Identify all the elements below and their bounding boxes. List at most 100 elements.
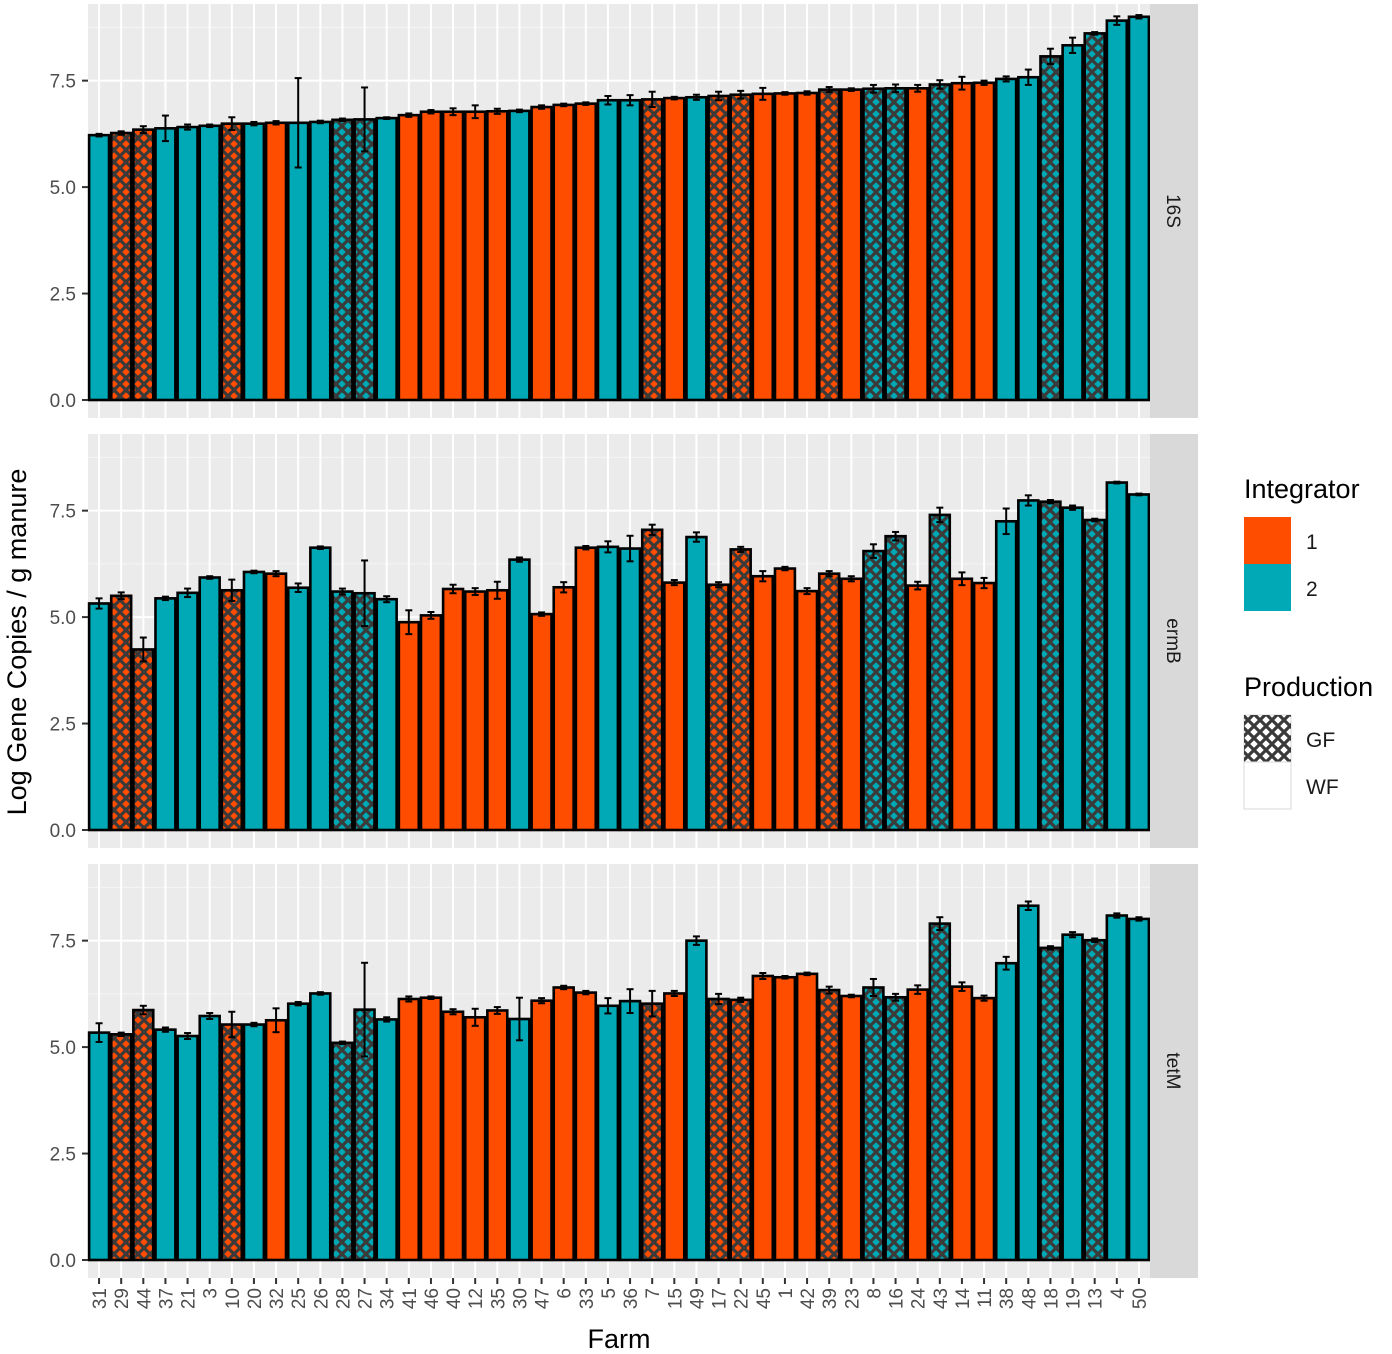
bar-16S-farm-32: [264, 120, 288, 402]
panel-tetM: 0.0 2.5 5.0 7.5 tetM: [50, 864, 1198, 1278]
y-axis-title: Log Gene Copies / g manure: [2, 469, 32, 816]
bar-16S-farm-41: [397, 112, 421, 402]
y-tick-label: 2.5: [50, 1145, 76, 1166]
error-bar: [914, 580, 922, 591]
bar-fill: [1128, 16, 1149, 400]
bar-gf-pattern: [819, 89, 840, 400]
bar-fill: [177, 127, 198, 400]
x-tick-label: 16: [887, 1288, 908, 1309]
bar-gf-pattern: [332, 119, 353, 401]
error-bar: [1135, 14, 1143, 20]
bar-fill: [398, 998, 419, 1260]
bar-ermB-farm-43: [928, 506, 952, 832]
x-axis-ticks: 31 29 44 37 21 3 10 20 32 25 26 28 27 34 41 46 40 12 35 30 4…: [90, 1278, 1151, 1309]
error-bar: [759, 972, 767, 980]
error-bar: [272, 1007, 280, 1034]
x-tick-label: 13: [1086, 1288, 1107, 1309]
error-bar: [161, 114, 169, 143]
bar-gf-pattern: [1040, 947, 1061, 1260]
error-bar: [626, 94, 634, 107]
bar-fill: [620, 1001, 641, 1260]
error-bar: [1069, 36, 1077, 54]
facet-strip: [1150, 4, 1198, 418]
bar-tetM-farm-1: [773, 974, 797, 1262]
panel-ermB: 0.0 2.5 5.0 7.5 ermB: [50, 434, 1198, 848]
bar-ermB-farm-7: [640, 523, 664, 832]
bar-fill: [1106, 20, 1127, 401]
bar-fill: [266, 122, 287, 401]
bar-16S-farm-14: [950, 75, 974, 402]
bar-ermB-farm-26: [309, 545, 332, 832]
bar-gf-pattern: [885, 88, 906, 400]
bar-tetM-farm-41: [397, 995, 421, 1262]
x-tick-label: 23: [842, 1288, 863, 1309]
bar-16S-farm-40: [441, 107, 465, 402]
bar-tetM-farm-44: [132, 1004, 155, 1262]
bar-ermB-farm-4: [1105, 480, 1129, 832]
bar-gf-pattern: [1084, 33, 1105, 400]
bar-fill: [664, 582, 685, 830]
bar-fill: [288, 122, 309, 401]
bar-ermB-farm-10: [220, 578, 244, 832]
error-bar: [692, 531, 700, 543]
bar-16S-farm-29: [109, 130, 133, 402]
bar-fill: [487, 590, 508, 830]
bar-16S-farm-24: [906, 83, 929, 402]
legend-swatch-integrator-2: [1244, 564, 1291, 611]
bar-fill: [797, 92, 818, 401]
error-bar: [383, 1016, 391, 1023]
error-bar: [449, 107, 457, 117]
bar-fill: [310, 547, 331, 830]
error-bar: [272, 570, 280, 578]
x-tick-label: 19: [1064, 1288, 1085, 1309]
bar-ermB-farm-17: [707, 581, 730, 832]
bar-fill: [774, 568, 795, 830]
x-tick-label: 21: [179, 1288, 200, 1309]
error-bar: [538, 997, 546, 1005]
bar-fill: [664, 993, 685, 1260]
error-bar: [361, 961, 369, 1058]
error-bar: [759, 570, 767, 583]
bar-fill: [420, 997, 441, 1260]
error-bar: [604, 94, 612, 106]
x-tick-label: 14: [953, 1288, 974, 1310]
bar-ermB-farm-5: [596, 540, 620, 832]
x-tick-label: 42: [798, 1288, 819, 1309]
error-bar: [250, 120, 258, 127]
bar-tetM-farm-13: [1083, 937, 1106, 1262]
bar-fill: [177, 592, 198, 830]
x-tick-label: 5: [599, 1288, 620, 1299]
legend-label-production-GF: GF: [1306, 729, 1335, 752]
bar-gf-pattern: [111, 595, 132, 830]
x-tick-label: 11: [975, 1288, 996, 1308]
x-tick-label: 15: [665, 1288, 686, 1309]
bar-gf-pattern: [332, 1042, 353, 1260]
bar-fill: [996, 521, 1017, 830]
bar-ermB-farm-40: [441, 583, 465, 832]
bar-16S-farm-16: [884, 83, 907, 402]
bar-gf-pattern: [863, 987, 884, 1260]
bar-fill: [531, 107, 552, 400]
bar-16S-farm-6: [552, 102, 575, 402]
bar-16S-farm-3: [198, 123, 221, 402]
bar-16S-farm-7: [640, 90, 664, 402]
bar-gf-pattern: [642, 1003, 663, 1260]
bar-fill: [951, 986, 972, 1260]
bar-tetM-farm-36: [618, 988, 642, 1262]
bar-16S-farm-37: [154, 114, 177, 402]
bar-tetM-farm-43: [928, 916, 952, 1262]
bar-ermB-farm-25: [286, 582, 310, 832]
bar-tetM-farm-32: [264, 1007, 288, 1262]
x-tick-label: 20: [245, 1288, 266, 1309]
bar-tetM-farm-4: [1105, 912, 1129, 1262]
bar-ermB-farm-44: [132, 636, 155, 832]
bar-ermB-farm-23: [840, 575, 863, 832]
legend-label-production-WF: WF: [1306, 776, 1339, 799]
x-tick-label: 22: [732, 1288, 753, 1309]
x-tick-label: 31: [90, 1288, 111, 1309]
error-bar: [648, 989, 656, 1018]
error-bar: [95, 1022, 103, 1043]
bar-tetM-farm-39: [817, 985, 841, 1262]
error-bar: [1024, 494, 1032, 507]
bar-ermB-farm-50: [1127, 492, 1151, 832]
